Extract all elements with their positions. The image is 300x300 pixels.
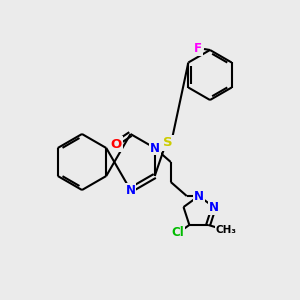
Text: F: F [194, 43, 202, 56]
Text: O: O [111, 137, 122, 151]
Text: N: N [209, 201, 219, 214]
Text: N: N [125, 184, 136, 196]
Text: Cl: Cl [171, 226, 184, 239]
Text: S: S [163, 136, 173, 149]
Text: N: N [194, 190, 204, 202]
Text: N: N [150, 142, 160, 154]
Text: CH₃: CH₃ [216, 225, 237, 235]
